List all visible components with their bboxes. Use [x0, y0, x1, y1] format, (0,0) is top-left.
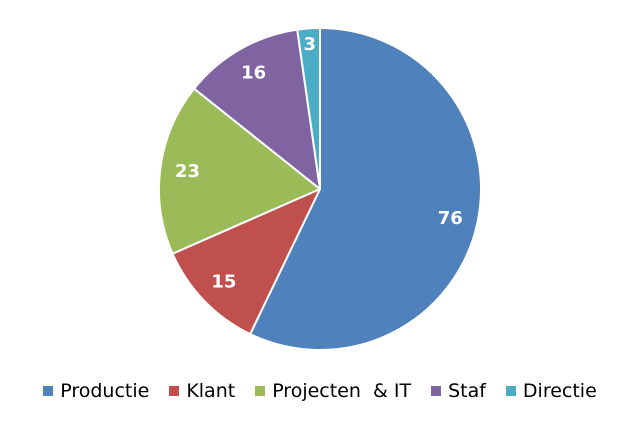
pie-chart-plot: 76 15 23 16 3	[158, 26, 482, 351]
legend-label: Staf	[448, 380, 486, 402]
legend-label: Productie	[60, 380, 150, 402]
data-label-klant: 15	[211, 271, 236, 292]
legend-item-productie: Productie	[43, 380, 149, 402]
legend-swatch	[431, 386, 442, 396]
data-label-directie: 3	[303, 34, 316, 55]
legend-label: Projecten & IT	[272, 380, 412, 402]
legend-swatch	[505, 386, 516, 396]
legend-label: Directie	[522, 380, 597, 402]
legend-item-directie: Directie	[505, 380, 597, 402]
legend-item-klant: Klant	[169, 380, 235, 402]
pie-slice-staf	[193, 28, 321, 190]
chart-legend: Productie Klant Projecten & IT Staf Directie	[0, 374, 640, 408]
data-label-projecten-it: 23	[175, 161, 200, 182]
legend-label: Klant	[186, 380, 236, 402]
legend-swatch	[255, 386, 266, 396]
legend-item-projecten-it: Projecten & IT	[255, 380, 411, 402]
data-label-productie: 76	[438, 208, 463, 229]
data-label-staf: 16	[241, 63, 266, 84]
pie-slice-projecten-it	[158, 87, 321, 255]
pie-data-labels: 76 15 23 16 3	[175, 34, 463, 292]
legend-swatch	[169, 386, 180, 396]
pie-slice-productie	[249, 27, 482, 351]
pie-slice-directie	[296, 26, 321, 190]
pie-slices	[158, 26, 482, 351]
legend-item-staf: Staf	[431, 380, 486, 402]
legend-swatch	[43, 386, 54, 396]
pie-slice-klant	[171, 188, 321, 336]
